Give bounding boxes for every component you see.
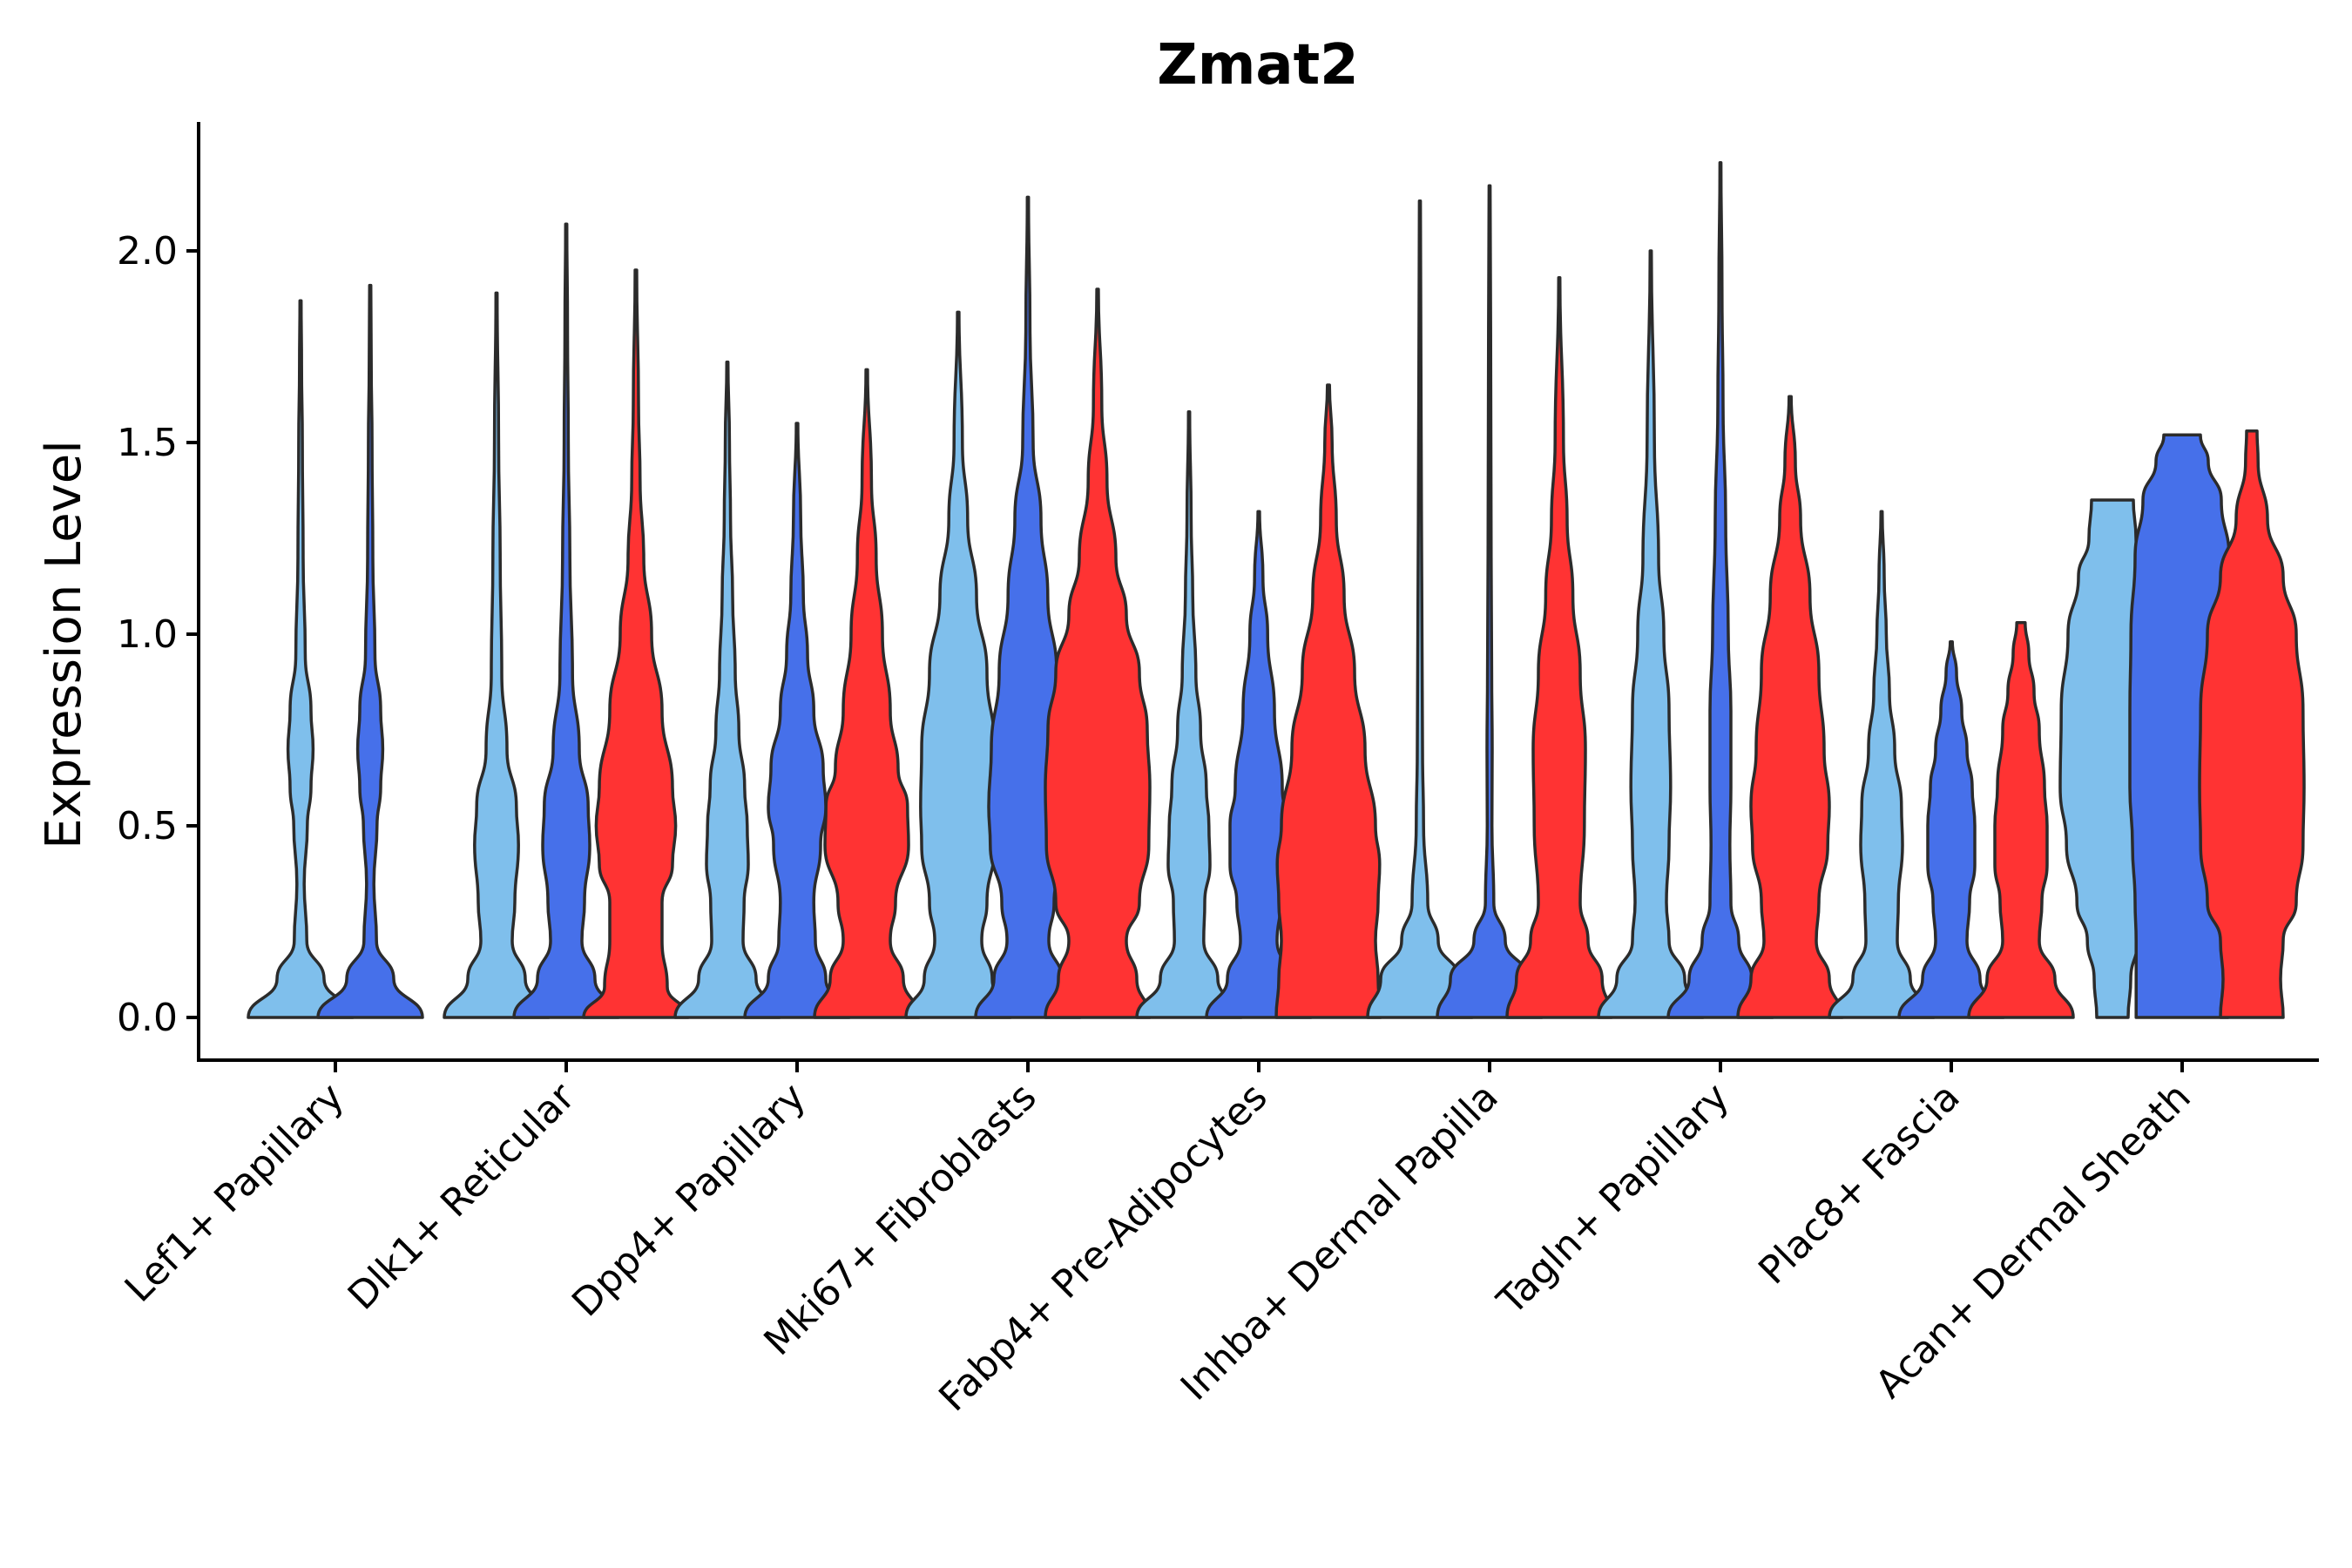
violin-shape (1366, 199, 1474, 1019)
violin-group (247, 161, 2306, 1019)
violin-shape (1897, 640, 2005, 1019)
violin-shape (443, 291, 551, 1019)
y-tick-label: 2.0 (117, 229, 178, 274)
violin-shape (1736, 395, 1844, 1019)
violin-shape (1967, 621, 2075, 1019)
x-tick-label: Dpp4+ Papillary (564, 1075, 814, 1326)
violin-shape (512, 222, 620, 1019)
violin-shape (316, 283, 424, 1019)
violin-shape (1666, 161, 1774, 1019)
violin-shape (2198, 429, 2306, 1019)
violin-shape (1044, 287, 1152, 1019)
violin-shape (1436, 184, 1544, 1019)
violin-shape (1828, 510, 1936, 1019)
violin-shape (247, 299, 355, 1019)
violin-shape (1274, 383, 1382, 1019)
x-tick-label: Dlk1+ Reticular (340, 1074, 585, 1319)
x-tick-label: Plac8+ Fascia (1750, 1075, 1969, 1294)
violin-shape (743, 422, 851, 1019)
violin-shape (1135, 410, 1243, 1019)
y-ticks: 0.0 0.5 1.0 1.5 2.0 (117, 229, 199, 1040)
x-tick-label: Lef1+ Papillary (117, 1075, 353, 1311)
y-tick-label: 1.0 (117, 612, 178, 657)
x-tick-label: Tagln+ Papillary (1489, 1075, 1738, 1324)
violin-shape (1597, 249, 1705, 1019)
violin-shape (582, 268, 690, 1019)
violin-shape (1505, 276, 1613, 1019)
chart-title: Zmat2 (1157, 33, 1358, 98)
y-tick-label: 0.5 (117, 804, 178, 848)
y-tick-label: 1.5 (117, 421, 178, 465)
violin-shape (904, 310, 1012, 1019)
y-tick-label: 0.0 (117, 996, 178, 1040)
y-axis-label: Expression Level (36, 440, 92, 849)
violin-shape (673, 360, 781, 1019)
violin-shape (813, 368, 921, 1019)
